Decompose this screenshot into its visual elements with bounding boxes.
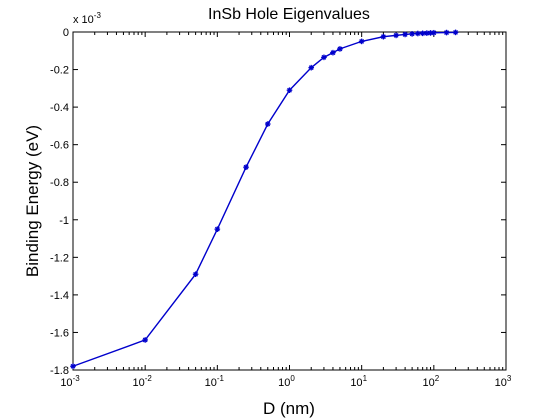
x-tick-label: 10-1 — [205, 374, 225, 389]
chart-title: InSb Hole Eigenvalues — [208, 6, 370, 23]
y-axis-multiplier: x 10-3 — [73, 11, 101, 26]
x-tick-label: 101 — [350, 374, 367, 389]
x-tick-base: 10 — [350, 377, 362, 389]
x-tick-label: 100 — [278, 374, 295, 389]
plot-area — [72, 31, 507, 371]
point-marker-stroke — [193, 271, 199, 277]
data-point — [380, 33, 387, 40]
x-tick-label: 10-2 — [132, 374, 152, 389]
x-tick-base: 10 — [60, 377, 72, 389]
data-point — [415, 30, 421, 37]
point-marker-stroke — [265, 121, 271, 127]
y-tick-label: -0.2 — [50, 65, 69, 77]
y-tick-label: -0.8 — [50, 177, 69, 189]
point-marker-stroke — [321, 54, 327, 60]
y-tick-label: -1.2 — [50, 252, 69, 264]
data-point — [409, 31, 415, 37]
x-tick-base: 10 — [205, 377, 217, 389]
y-tick-label: -1.8 — [50, 365, 69, 377]
data-point — [142, 337, 148, 343]
point-marker-stroke — [409, 31, 415, 37]
point-marker-stroke — [415, 31, 421, 36]
data-point — [321, 54, 327, 61]
x-tick-exponent: -2 — [145, 374, 153, 383]
x-tick-exponent: -3 — [73, 374, 81, 383]
y-tick-label: -0.6 — [50, 140, 69, 152]
point-marker-stroke — [393, 32, 399, 38]
x-tick-label: 102 — [422, 374, 439, 389]
point-marker-stroke — [308, 65, 314, 71]
y-multiplier-base: x 10 — [73, 14, 94, 26]
x-tick-label: 103 — [495, 374, 512, 389]
x-tick-exponent: -1 — [217, 374, 225, 383]
y-tick-label: -1.6 — [50, 327, 69, 339]
point-marker-stroke — [431, 30, 437, 36]
point-marker-stroke — [380, 34, 386, 40]
data-point — [70, 363, 76, 370]
x-tick-base: 10 — [422, 377, 434, 389]
data-point — [431, 29, 437, 36]
y-tick-label: -1.4 — [50, 290, 69, 302]
point-marker-stroke — [243, 164, 249, 170]
x-tick-exponent: 3 — [507, 374, 512, 383]
data-point — [337, 46, 343, 52]
x-tick-base: 10 — [132, 377, 144, 389]
x-axis-label: D (nm) — [263, 399, 315, 418]
data-point — [402, 31, 408, 38]
y-tick-label: -1 — [59, 215, 69, 227]
point-marker-stroke — [420, 30, 426, 36]
plot-frame — [72, 31, 507, 371]
series-group — [70, 29, 459, 370]
point-marker-stroke — [330, 50, 336, 56]
data-point — [308, 64, 315, 71]
data-point — [192, 271, 199, 278]
x-tick-base: 10 — [278, 377, 290, 389]
point-marker-stroke — [287, 87, 292, 93]
data-point — [330, 49, 336, 56]
point-marker-stroke — [402, 32, 408, 37]
data-point — [243, 164, 249, 170]
data-point — [393, 32, 399, 39]
data-point — [264, 121, 271, 127]
data-point — [424, 30, 430, 36]
data-point — [358, 38, 365, 45]
y-tick-label: 0 — [63, 27, 69, 39]
x-tick-exponent: 2 — [435, 374, 440, 383]
data-point — [214, 226, 221, 232]
x-tick-base: 10 — [495, 377, 507, 389]
y-axis-ticks: 0 -0.2 -0.4 -0.6 -0.8 -1 -1.2 -1.4 -1.6 -1.8 — [50, 27, 506, 377]
point-marker-stroke — [359, 38, 365, 44]
data-point — [452, 29, 459, 36]
point-marker-stroke — [424, 30, 430, 36]
y-tick-label: -0.4 — [50, 102, 69, 114]
x-tick-label: 10-3 — [60, 374, 80, 389]
data-point — [443, 29, 450, 36]
y-axis-label: Binding Energy (eV) — [23, 125, 42, 277]
y-multiplier-exponent: -3 — [94, 11, 102, 20]
point-marker-stroke — [70, 363, 76, 369]
x-tick-exponent: 1 — [363, 374, 368, 383]
point-marker-stroke — [142, 337, 148, 343]
point-marker-stroke — [337, 46, 343, 52]
point-marker-stroke — [453, 29, 458, 35]
point-marker-stroke — [214, 226, 220, 232]
point-marker-stroke — [444, 30, 449, 35]
data-point — [286, 87, 293, 94]
x-tick-exponent: 0 — [290, 374, 295, 383]
